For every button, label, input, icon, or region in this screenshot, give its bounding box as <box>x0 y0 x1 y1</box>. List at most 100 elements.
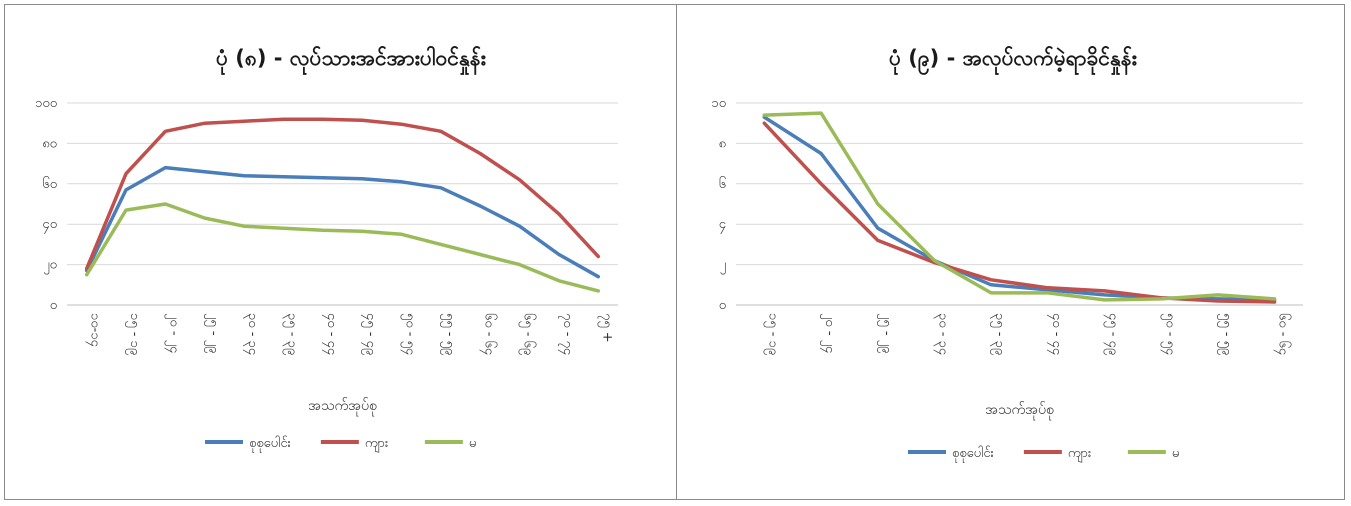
x-tick-label: ၂၀ - ၂၄ <box>820 313 837 354</box>
chart-panel-participation: ပုံ (၈) - လုပ်သားအင်အားပါဝင်နှုန်း၀၂၀ ၄၀၆… <box>5 5 675 499</box>
x-axis-title: အသက်အုပ်စု <box>985 402 1054 420</box>
data-point <box>321 117 325 121</box>
data-point <box>400 123 403 126</box>
data-point <box>479 204 482 208</box>
x-tick-label: ၆၀ - ၆၄ <box>479 313 497 356</box>
data-point <box>597 255 600 258</box>
data-point <box>557 253 561 256</box>
legend-label: မ <box>469 436 476 451</box>
x-tick-label: ၇၅ + <box>597 313 614 343</box>
x-tick-label: ၅၀ - ၅၄ <box>401 313 418 356</box>
data-point <box>933 259 936 262</box>
data-point <box>819 182 823 185</box>
x-tick-label: ၃၀ - ၃၄ <box>933 313 950 356</box>
data-point <box>557 212 561 216</box>
data-point <box>1273 300 1276 304</box>
legend-label: မ <box>1172 446 1179 461</box>
chart-title: ပုံ (၉) - အလုပ်လက်မဲ့ရာခိုင်နှုန်း <box>889 44 1138 76</box>
data-point <box>1160 297 1163 301</box>
data-point <box>876 239 879 242</box>
x-tick-label: ၆၀ - ၆၄ <box>1274 313 1292 356</box>
data-point <box>85 273 88 276</box>
x-tick-label: ၅၅ - ၅၉ <box>440 313 457 355</box>
x-tick-label: ၅၅ - ၅၉ <box>1217 313 1234 355</box>
legend-label: စုစုပေါင်း <box>249 435 291 453</box>
data-point <box>557 279 561 282</box>
data-point <box>242 174 246 177</box>
data-point <box>1216 293 1220 297</box>
data-point <box>1103 289 1106 293</box>
series-line <box>84 202 601 293</box>
y-tick-label: ၆၀ <box>42 176 57 192</box>
data-point <box>876 227 879 230</box>
x-tick-label: ၂၅ - ၂၉ <box>877 313 894 353</box>
series-line <box>84 117 601 271</box>
x-tick-label: ၂၀ - ၂၄ <box>164 313 181 354</box>
data-point <box>1046 291 1050 295</box>
data-point <box>989 291 993 295</box>
data-point <box>124 188 128 192</box>
data-point <box>1103 298 1106 302</box>
data-point <box>400 233 403 236</box>
data-point <box>1273 297 1276 301</box>
y-tick-label: ၀ <box>719 298 726 313</box>
x-tick-label: ၁၀-၁၄ <box>86 313 103 348</box>
y-tick-label: ၁၀၀ <box>35 96 57 111</box>
data-point <box>1216 299 1220 303</box>
x-tick-label: ၅၀ - ၅၄ <box>1160 313 1177 356</box>
y-tick-label: ၄၀ <box>42 217 57 234</box>
data-point <box>164 130 167 133</box>
y-tick-label: ၆ <box>719 176 726 192</box>
data-point <box>819 152 823 155</box>
y-tick-label: ၁၀ <box>711 96 726 111</box>
data-point <box>203 122 206 125</box>
data-point <box>597 275 600 278</box>
x-tick-label: ၆၅ - ၆၉ <box>519 313 537 355</box>
x-tick-label: ၁၅ - ၁၉ <box>763 313 780 355</box>
legend-label: ကျား <box>365 436 388 453</box>
x-tick-label: ၇၀ - ၇၄ <box>558 313 575 356</box>
series-line <box>762 111 1277 302</box>
x-tick-label: ၃၀ - ၃၄ <box>243 313 260 356</box>
data-point <box>819 111 823 115</box>
unemployment-rate-chart: ပုံ (၉) - အလုပ်လက်မဲ့ရာခိုင်နှုန်း၀၂၄၆၈၁… <box>711 44 1303 463</box>
y-tick-label: ၂၀ <box>43 258 57 275</box>
data-point <box>518 225 521 228</box>
data-point <box>763 122 766 125</box>
data-point <box>597 289 600 293</box>
data-point <box>360 230 364 233</box>
data-point <box>439 186 443 190</box>
data-point <box>242 119 246 123</box>
series-line <box>762 121 1277 304</box>
data-point <box>282 117 285 121</box>
data-point <box>85 267 88 270</box>
data-point <box>1103 293 1106 297</box>
data-point <box>876 202 879 206</box>
data-point <box>124 208 128 212</box>
y-tick-label: ၂ <box>720 258 726 275</box>
data-point <box>439 130 443 133</box>
x-tick-label: ၄၅ - ၄၉ <box>1104 313 1121 355</box>
data-point <box>282 227 285 230</box>
x-tick-label: ၄၀ - ၄၄ <box>1047 313 1064 356</box>
data-point <box>124 172 128 175</box>
data-point <box>400 180 403 183</box>
data-point <box>203 216 206 220</box>
x-tick-label: ၁၅ - ၁၉ <box>125 313 142 355</box>
data-point <box>321 229 325 232</box>
data-point <box>989 278 993 281</box>
data-point <box>164 166 167 169</box>
panel-divider <box>676 4 677 500</box>
y-tick-label: ၈ <box>719 136 726 151</box>
data-point <box>242 225 246 228</box>
chart-title: ပုံ (၈) - လုပ်သားအင်အားပါဝင်နှုန်း <box>216 44 487 76</box>
data-point <box>360 118 364 122</box>
data-point <box>164 202 167 206</box>
x-tick-label: ၂၅ - ၂၉ <box>204 313 221 353</box>
x-tick-label: ၄၀ - ၄၄ <box>322 313 339 356</box>
participation-rate-chart: ပုံ (၈) - လုပ်သားအင်အားပါဝင်နှုန်း၀၂၀၄၀၆… <box>35 44 618 453</box>
data-point <box>479 152 482 155</box>
data-point <box>360 177 364 180</box>
data-point <box>479 253 482 256</box>
data-point <box>321 176 325 179</box>
